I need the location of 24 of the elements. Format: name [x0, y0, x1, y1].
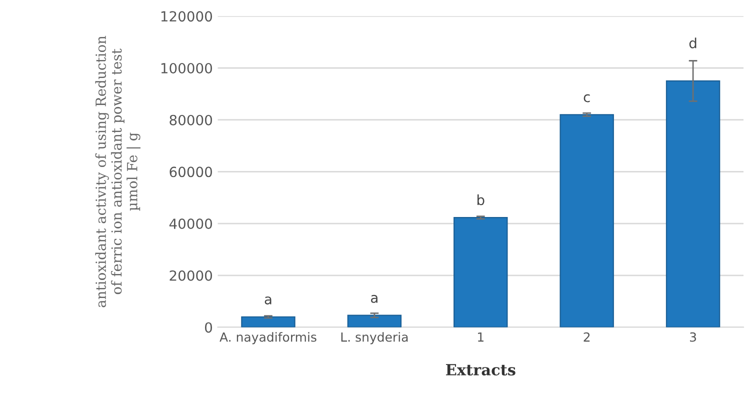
bar	[454, 217, 508, 328]
bar	[241, 316, 296, 328]
annotation: a	[264, 296, 272, 304]
x-tick-label: 3	[690, 332, 696, 342]
y-axis-title: antioxidant activity of using Reduction of ferric ion antioxidant power test µmol Fe | g	[95, 36, 140, 308]
annotation: a	[371, 294, 378, 303]
x-tick-label: 2	[584, 332, 590, 342]
bar	[347, 314, 402, 328]
x-tick-label: 1	[478, 332, 484, 342]
x-tick-label: A. nayadiformis	[220, 332, 316, 344]
y-tick-label: 20000	[170, 270, 212, 281]
y-tick-label: 40000	[169, 218, 212, 230]
bar	[560, 114, 614, 328]
y-tick-label: 60000	[170, 166, 212, 178]
x-tick-label: L. snyderia	[341, 332, 408, 344]
bar	[666, 80, 720, 328]
annotation: b	[477, 194, 484, 206]
x-axis-title: Extracts	[446, 364, 516, 376]
y-tick-label: 100000	[161, 62, 212, 74]
annotation: d	[689, 38, 696, 48]
y-tick-label: 120000	[161, 11, 212, 22]
y-tick-label: 0	[205, 322, 212, 333]
annotation: c	[584, 94, 590, 102]
y-tick-label: 80000	[170, 114, 212, 126]
